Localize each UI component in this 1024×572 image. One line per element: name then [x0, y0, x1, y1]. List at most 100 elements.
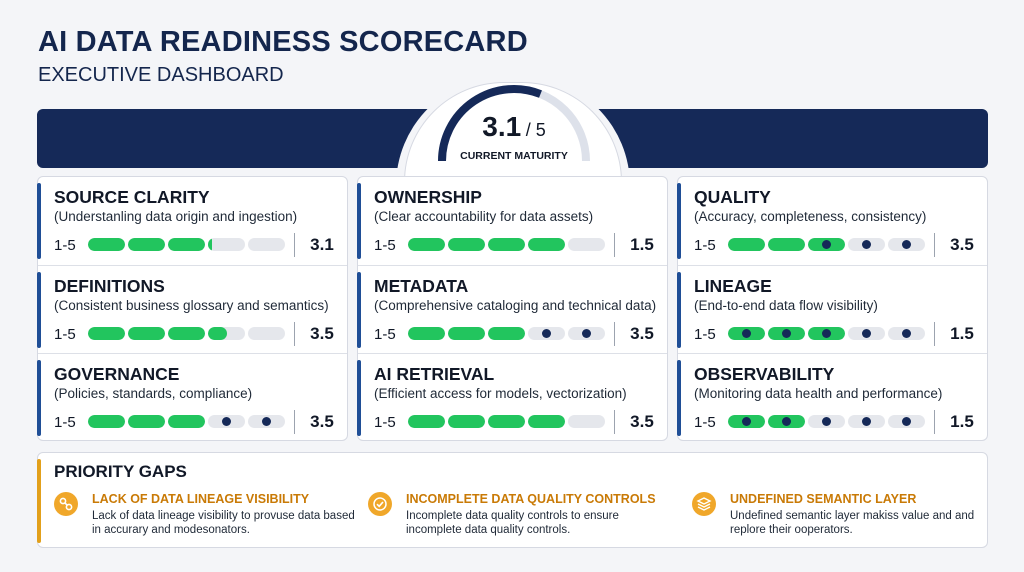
progress-segment — [568, 238, 605, 251]
metric-range: 1-5 — [374, 414, 396, 431]
progress-marker-dot — [902, 417, 911, 426]
progress-segment — [528, 415, 565, 428]
metric-title: OBSERVABILITY — [694, 364, 835, 384]
metric-accent-bar — [357, 183, 361, 259]
progress-segment — [248, 415, 285, 428]
metric-range: 1-5 — [694, 237, 716, 254]
metric-score: 3.5 — [310, 412, 334, 431]
progress-fill — [88, 327, 125, 340]
metric-title: OWNERSHIP — [374, 187, 482, 207]
progress-fill — [408, 238, 445, 251]
metric-progress-bar — [88, 415, 285, 428]
progress-fill — [128, 238, 165, 251]
progress-marker-dot — [822, 240, 831, 249]
progress-segment — [408, 327, 445, 340]
metric-score: 3.1 — [310, 235, 334, 254]
metric-progress-bar — [88, 327, 285, 340]
progress-segment — [808, 327, 845, 340]
progress-segment — [488, 415, 525, 428]
gap-heading: INCOMPLETE DATA QUALITY CONTROLS — [406, 492, 656, 506]
metric-score: 1.5 — [630, 235, 654, 254]
progress-segment — [208, 238, 245, 251]
metric-card: GOVERNANCE (Policies, standards, complian… — [37, 353, 347, 441]
metric-divider — [934, 233, 935, 257]
progress-segment — [728, 238, 765, 251]
progress-segment — [88, 415, 125, 428]
metric-range: 1-5 — [694, 414, 716, 431]
metric-card: METADATA (Comprehensive cataloging and te… — [357, 265, 667, 353]
metric-score: 3.5 — [950, 235, 974, 254]
metric-accent-bar — [357, 272, 361, 348]
progress-fill — [208, 327, 227, 340]
progress-marker-dot — [862, 240, 871, 249]
progress-fill — [208, 238, 212, 251]
progress-marker-dot — [862, 329, 871, 338]
gauge-label: CURRENT MATURITY — [460, 150, 568, 162]
progress-segment — [768, 238, 805, 251]
metric-progress-bar — [728, 327, 925, 340]
metric-divider — [294, 410, 295, 434]
progress-segment — [568, 327, 605, 340]
metric-description: (Clear accountability for data assets) — [374, 209, 594, 224]
metric-title: DEFINITIONS — [54, 276, 165, 296]
progress-segment — [808, 415, 845, 428]
progress-marker-dot — [742, 329, 751, 338]
metric-accent-bar — [677, 360, 681, 436]
metric-divider — [614, 233, 615, 257]
gaps-accent-bar — [37, 459, 41, 543]
progress-fill — [168, 415, 205, 428]
metric-divider — [934, 410, 935, 434]
metric-title: METADATA — [374, 276, 469, 296]
progress-fill — [88, 238, 125, 251]
progress-marker-dot — [782, 329, 791, 338]
progress-segment — [208, 415, 245, 428]
metric-column: SOURCE CLARITY (Understanling data origin… — [37, 176, 348, 441]
progress-marker-dot — [862, 417, 871, 426]
progress-segment — [848, 327, 885, 340]
progress-marker-dot — [902, 329, 911, 338]
progress-fill — [728, 238, 765, 251]
metric-score: 1.5 — [950, 324, 974, 343]
progress-fill — [528, 415, 565, 428]
metric-score: 3.5 — [310, 324, 334, 343]
progress-fill — [168, 327, 205, 340]
progress-segment — [768, 327, 805, 340]
progress-marker-dot — [262, 417, 271, 426]
priority-gaps-title: PRIORITY GAPS — [54, 462, 187, 481]
progress-segment — [408, 238, 445, 251]
progress-fill — [488, 415, 525, 428]
progress-segment — [448, 327, 485, 340]
progress-segment — [528, 327, 565, 340]
metric-divider — [934, 322, 935, 346]
metric-title: GOVERNANCE — [54, 364, 180, 384]
metric-progress-bar — [728, 415, 925, 428]
progress-segment — [448, 238, 485, 251]
progress-segment — [528, 238, 565, 251]
metric-description: (Consistent business glossary and semant… — [54, 298, 329, 313]
gauge-arc — [438, 85, 590, 162]
gap-description: Incomplete data quality controls to ensu… — [406, 510, 619, 536]
metric-column: QUALITY (Accuracy, completeness, consiste… — [677, 176, 988, 441]
metric-description: (Accuracy, completeness, consistency) — [694, 209, 927, 224]
progress-segment — [488, 238, 525, 251]
progress-segment — [728, 327, 765, 340]
progress-segment — [128, 327, 165, 340]
metric-title: SOURCE CLARITY — [54, 187, 210, 207]
progress-segment — [168, 415, 205, 428]
progress-segment — [888, 327, 925, 340]
progress-marker-dot — [822, 329, 831, 338]
maturity-gauge: 3.1 / 5 CURRENT MATURITY — [404, 82, 622, 182]
progress-segment — [248, 238, 285, 251]
progress-fill — [768, 238, 805, 251]
progress-fill — [168, 238, 205, 251]
gap-description: Lack of data lineage visibility to provu… — [92, 510, 355, 536]
gauge-score-max: / 5 — [525, 120, 546, 140]
progress-fill — [88, 415, 125, 428]
metric-title: QUALITY — [694, 187, 771, 207]
metric-score: 1.5 — [950, 412, 974, 431]
progress-segment — [568, 415, 605, 428]
page-subtitle: EXECUTIVE DASHBOARD — [38, 64, 284, 86]
gap-heading: UNDEFINED SEMANTIC LAYER — [730, 492, 917, 506]
check-circle-icon — [368, 492, 392, 516]
metric-column: OWNERSHIP (Clear accountability for data … — [357, 176, 668, 441]
